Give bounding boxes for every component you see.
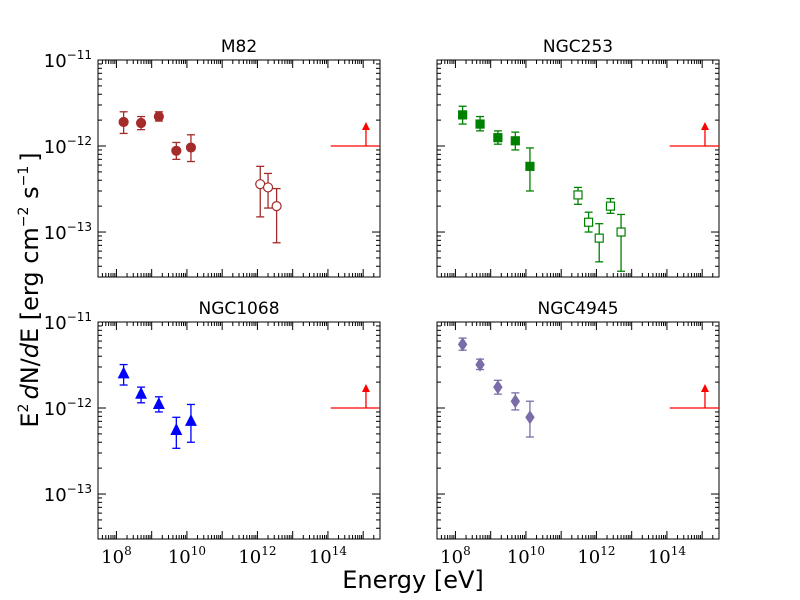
- y-tick-base: 10: [44, 51, 67, 72]
- data-point: [616, 227, 626, 237]
- x-tick-label: 108: [440, 544, 471, 568]
- panel-title: M82: [221, 37, 257, 57]
- x-tick-exp: 8: [124, 544, 132, 558]
- x-tick-exp: 10: [191, 544, 206, 558]
- y-label-mid: N/: [16, 357, 44, 384]
- data-point: [475, 119, 485, 129]
- plot-frame: [436, 59, 720, 278]
- data-point: [135, 386, 148, 399]
- y-label-d2: d: [16, 342, 44, 358]
- x-tick-label: 1012: [238, 544, 276, 568]
- x-tick-label: 1010: [168, 544, 206, 568]
- y-label-sup1: −2: [16, 207, 32, 228]
- data-point: [605, 201, 616, 211]
- y-tick-label: 10−11: [44, 48, 92, 72]
- panel-ngc253: NGC253: [436, 37, 720, 278]
- data-point: [262, 182, 274, 193]
- y-tick-exp: −12: [67, 134, 92, 148]
- x-tick-base: 10: [648, 547, 671, 568]
- x-tick-exp: 12: [600, 544, 615, 558]
- data-point: [594, 233, 604, 243]
- x-tick-base: 10: [507, 547, 530, 568]
- plot-frame: [97, 59, 381, 278]
- y-tick-exp: −11: [67, 48, 92, 62]
- data-point: [493, 380, 503, 395]
- data-point: [510, 136, 520, 146]
- data-point: [573, 190, 583, 200]
- x-tick-exp: 12: [261, 544, 276, 558]
- data-point: [171, 145, 182, 156]
- limit-arrow-head: [700, 384, 709, 393]
- data-point: [170, 423, 183, 435]
- x-tick-exp: 14: [332, 544, 348, 558]
- plot-frame: [436, 321, 720, 540]
- x-axis-label: Energy [eV]: [342, 566, 484, 594]
- panel-title: NGC253: [543, 37, 613, 57]
- x-tick-base: 10: [238, 547, 261, 568]
- data-point: [525, 161, 535, 171]
- x-tick-base: 10: [101, 547, 124, 568]
- y-label-mid2: E [erg cm: [16, 227, 44, 343]
- y-axis-label: E2dN/dE [erg cm−2 s−1]: [16, 152, 44, 427]
- data-point: [475, 357, 485, 372]
- y-tick-base: 10: [44, 223, 67, 244]
- panel-title: NGC4945: [537, 299, 618, 319]
- data-point: [525, 410, 535, 425]
- y-tick-exp: −11: [67, 310, 92, 324]
- y-label-prefix: E: [16, 412, 44, 427]
- x-tick-label: 1010: [507, 544, 545, 568]
- y-tick-label: 10−12: [44, 396, 92, 420]
- data-point: [584, 217, 594, 227]
- y-label-mid3: s: [16, 186, 44, 206]
- y-tick-base: 10: [44, 399, 67, 420]
- y-tick-label: 10−13: [44, 220, 92, 244]
- x-tick-exp: 14: [671, 544, 687, 558]
- data-point: [458, 110, 468, 120]
- y-tick-label: 10−11: [44, 310, 92, 334]
- y-label-suffix: ]: [16, 152, 44, 161]
- y-tick-exp: −13: [67, 482, 92, 496]
- limit-arrow-head: [700, 122, 709, 131]
- y-label-prefix-sup: 2: [16, 404, 32, 413]
- x-tick-base: 10: [309, 547, 332, 568]
- data-point: [184, 413, 197, 426]
- data-point: [185, 142, 197, 153]
- x-tick-label: 1012: [577, 544, 615, 568]
- x-tick-label: 108: [101, 544, 132, 568]
- x-tick-base: 10: [168, 547, 191, 568]
- limit-arrow-head: [361, 122, 370, 131]
- y-label-sup2: −1: [16, 166, 32, 187]
- x-tick-base: 10: [440, 547, 463, 568]
- data-point: [457, 337, 468, 352]
- x-tick-exp: 10: [530, 544, 545, 558]
- x-tick-base: 10: [577, 547, 600, 568]
- data-point: [153, 111, 164, 122]
- y-label-d1: d: [16, 384, 44, 400]
- limit-arrow-head: [361, 384, 370, 393]
- data-point: [152, 397, 165, 410]
- data-point: [493, 133, 503, 143]
- x-tick-label: 1014: [648, 544, 687, 568]
- x-tick-label: 1014: [309, 544, 348, 568]
- x-tick-exp: 8: [463, 544, 471, 558]
- panel-title: NGC1068: [198, 299, 279, 319]
- y-tick-exp: −12: [67, 396, 92, 410]
- data-point: [271, 201, 282, 212]
- y-tick-exp: −13: [67, 220, 92, 234]
- plot-frame: [97, 321, 381, 540]
- y-tick-base: 10: [44, 313, 67, 334]
- data-point: [135, 117, 147, 129]
- y-tick-base: 10: [44, 485, 67, 506]
- y-tick-label: 10−13: [44, 482, 92, 506]
- data-point: [510, 394, 521, 409]
- y-tick-base: 10: [44, 137, 67, 158]
- y-tick-label: 10−12: [44, 134, 92, 158]
- data-point: [118, 116, 129, 128]
- data-point: [117, 366, 130, 379]
